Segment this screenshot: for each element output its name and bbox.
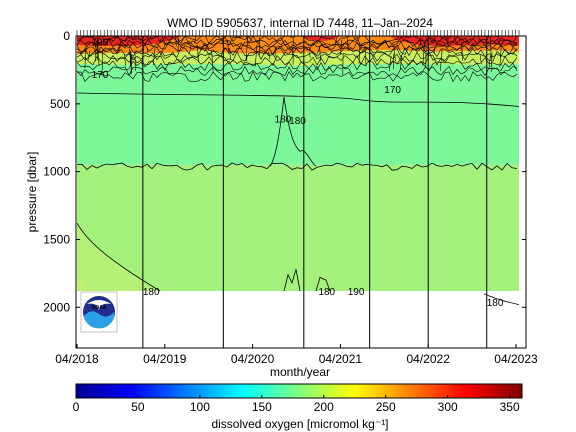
contour-line xyxy=(488,55,491,68)
noaa-logo: NOAA xyxy=(80,291,118,333)
colorbar-tick-label: 0 xyxy=(73,400,80,414)
deep-water-strip xyxy=(77,277,85,292)
contour-line xyxy=(319,46,321,62)
contour-line xyxy=(499,46,502,67)
contour-line xyxy=(388,56,392,71)
contour-line xyxy=(229,48,231,60)
contour-line xyxy=(339,39,343,55)
contour-line xyxy=(189,45,192,54)
contour-label: 180 xyxy=(143,287,160,298)
contour-line xyxy=(490,52,493,73)
oxygen-layer xyxy=(77,97,519,165)
contour-line xyxy=(129,51,132,67)
contour-line xyxy=(364,46,367,67)
contour-line xyxy=(358,44,361,64)
contour-line xyxy=(245,36,249,61)
contour-line xyxy=(101,51,103,76)
contour-line xyxy=(292,38,294,56)
contour-line xyxy=(175,37,177,47)
contour-label: 180 xyxy=(275,115,292,126)
contour-line xyxy=(360,42,363,51)
contour-line xyxy=(194,36,197,44)
contour-line xyxy=(283,269,301,292)
x-tick-label: 04/2021 xyxy=(319,352,363,366)
contour-line xyxy=(76,54,518,66)
x-tick-label: 04/2019 xyxy=(143,352,187,366)
contour-line xyxy=(227,40,230,54)
contour-line xyxy=(439,48,443,71)
contour-line xyxy=(88,50,91,60)
contour-line xyxy=(211,51,214,74)
colorbar-tick-label: 50 xyxy=(131,400,145,414)
x-tick-label: 04/2018 xyxy=(55,352,99,366)
colorbar-tick-label: 300 xyxy=(438,400,458,414)
colorbar-tick-label: 150 xyxy=(252,400,272,414)
chart-title: WMO ID 5905637, internal ID 7448, 11–Jan… xyxy=(167,16,433,30)
contour-label: 170 xyxy=(92,70,109,81)
contour-line xyxy=(76,65,518,77)
plot-frame xyxy=(75,35,527,349)
y-tick-label: 500 xyxy=(50,97,70,111)
contour-line xyxy=(177,36,180,53)
contour-line xyxy=(254,44,258,67)
contour-line xyxy=(76,223,161,292)
x-tick-label: 04/2022 xyxy=(407,352,451,366)
contour-line xyxy=(422,43,425,66)
contour-line xyxy=(76,36,518,45)
contour-line xyxy=(97,45,100,66)
colorbar-tick-label: 100 xyxy=(190,400,210,414)
contour-line xyxy=(315,276,331,292)
y-axis-label: pressure [dbar] xyxy=(25,152,39,233)
colorbar-tick-label: 250 xyxy=(376,400,396,414)
contour-line xyxy=(393,45,396,62)
x-tick-label: 04/2023 xyxy=(494,352,538,366)
colorbar-tick-label: 350 xyxy=(500,400,520,414)
contour-line xyxy=(419,38,422,47)
contour-line xyxy=(490,36,492,59)
colorbar-label: dissolved oxygen [micromol kg⁻¹] xyxy=(211,417,388,431)
contour-line xyxy=(268,51,271,60)
contour-line xyxy=(129,48,132,66)
y-tick-label: 1000 xyxy=(43,165,70,179)
contour-line xyxy=(77,71,518,83)
noaa-logo-text: NOAA xyxy=(92,305,107,311)
contour-line xyxy=(309,52,311,58)
contour-line xyxy=(461,43,464,61)
contour-line xyxy=(334,37,338,44)
contour-line xyxy=(76,46,518,58)
contour-line xyxy=(196,45,200,63)
contour-line xyxy=(76,50,518,62)
colorbar-gradient xyxy=(75,383,523,399)
contour-line xyxy=(130,53,133,75)
x-axis-label: month/year xyxy=(270,365,330,379)
contour-line xyxy=(124,53,126,66)
contour-line xyxy=(479,55,482,64)
y-tick-label: 1500 xyxy=(43,232,70,246)
contour-line xyxy=(76,44,518,56)
colorbar-tick-label: 200 xyxy=(314,400,334,414)
contour-label: 180 xyxy=(318,287,335,298)
contour-label: 170 xyxy=(384,85,401,96)
y-tick-label: 2000 xyxy=(43,300,70,314)
contour-line xyxy=(153,48,156,66)
contour-line xyxy=(76,60,518,72)
contour-line xyxy=(347,37,349,51)
contour-line xyxy=(95,42,97,62)
contour-line xyxy=(399,55,403,70)
deep-water-patch xyxy=(77,223,160,292)
contour-label: 180 xyxy=(487,298,504,309)
contour-label: 180 xyxy=(289,116,306,127)
contour-line xyxy=(84,43,87,68)
contour-label: 190 xyxy=(348,287,365,298)
contour-line xyxy=(76,38,518,50)
contour-line xyxy=(269,96,317,167)
contour-line xyxy=(76,92,520,107)
contour-line xyxy=(433,46,436,54)
contour-label: 190 xyxy=(92,37,109,48)
oxygen-layer xyxy=(77,164,519,292)
y-tick-label: 0 xyxy=(63,29,70,43)
x-tick-label: 04/2020 xyxy=(231,352,275,366)
contour-line xyxy=(76,162,518,171)
